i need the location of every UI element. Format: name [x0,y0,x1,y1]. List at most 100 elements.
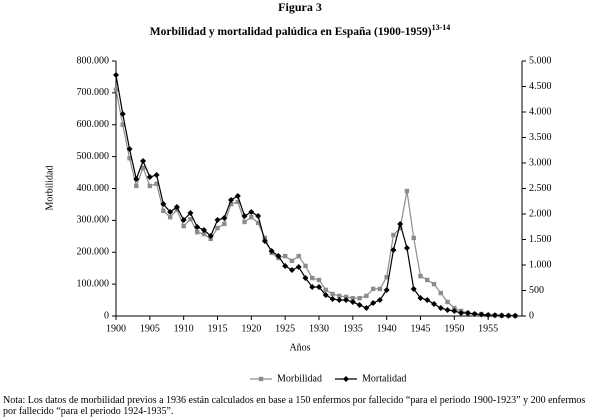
point [154,181,159,186]
point [113,87,119,92]
point [140,165,146,170]
legend-label: Mortalidad [362,373,406,384]
point [431,281,437,287]
point [330,291,335,297]
point [383,286,390,293]
point [363,304,370,311]
point [478,311,485,318]
point [255,212,262,219]
x-axis-label: Años [289,342,310,353]
point [316,283,322,290]
point [391,232,396,238]
chart: Figura 3 Morbilidad y mortalidad palúdic… [44,0,552,384]
point [173,204,180,211]
x-tick-label: 1920 [241,323,261,334]
point [322,291,329,298]
point [438,290,443,296]
point [288,266,295,273]
point [410,286,417,293]
point [207,232,214,239]
point [437,304,444,311]
point [397,220,404,227]
point [356,301,363,308]
point [242,219,247,225]
point [370,299,377,306]
point [302,275,309,282]
point [485,311,492,318]
y2-tick-label: 500 [529,285,544,296]
point [113,72,119,79]
point [418,273,423,279]
y2-tick-label: 3.000 [529,157,552,168]
x-tick-label: 1925 [275,323,295,334]
y-tick-label: 100.000 [77,278,110,289]
point [194,224,201,231]
point [153,171,160,178]
point [180,217,187,224]
point [377,286,383,292]
chart-title: Figura 3 [278,0,322,14]
y-tick-label: 0 [104,310,109,321]
point [390,247,397,254]
point [343,294,349,300]
y2-tick-label: 1.500 [529,234,552,245]
point [329,296,336,303]
y-tick-label: 500.000 [77,151,110,162]
point [200,227,207,234]
point [255,220,261,226]
point [146,174,153,181]
point [261,237,268,244]
y-tick-label: 600.000 [77,119,110,130]
y2-tick-label: 0 [529,310,534,321]
point [471,310,478,317]
point [147,183,153,189]
point [221,214,228,221]
point [310,275,315,281]
point [133,176,140,183]
point [451,308,458,315]
point [337,293,342,299]
point [316,277,322,283]
point [424,296,431,303]
point [376,296,383,303]
point [303,263,308,269]
point [295,263,302,270]
point [119,111,126,118]
point [235,199,240,205]
y2-tick-label: 4.000 [529,106,552,117]
point [425,277,430,283]
point [323,287,328,293]
x-tick-label: 1930 [309,323,329,334]
point [188,216,193,222]
point [282,263,289,270]
point [215,225,220,231]
point [120,122,125,127]
point [512,312,519,319]
x-tick-label: 1905 [140,323,160,334]
note: Nota: Los datos de morbilidad previos a … [3,395,586,417]
x-tick-label: 1950 [444,323,464,334]
point [444,306,451,313]
point [403,245,410,252]
point [505,312,512,319]
point [195,229,200,235]
point [161,208,166,214]
legend: Morbilidad Mortalidad [250,373,406,384]
y2-tick-label: 2.500 [529,183,552,194]
point [370,286,376,292]
x-tick-label: 1910 [174,323,194,334]
point [248,209,255,216]
point [187,209,194,216]
legend-marker [258,376,264,382]
point [464,309,471,316]
y-tick-label: 200.000 [77,247,110,258]
point [343,296,350,303]
x-tick-label: 1955 [478,323,498,334]
subtitle-superscript: 13-14 [432,23,451,32]
x-tick-label: 1945 [411,323,431,334]
point [228,196,235,203]
point [127,156,132,161]
point [458,309,465,316]
point [268,247,275,254]
